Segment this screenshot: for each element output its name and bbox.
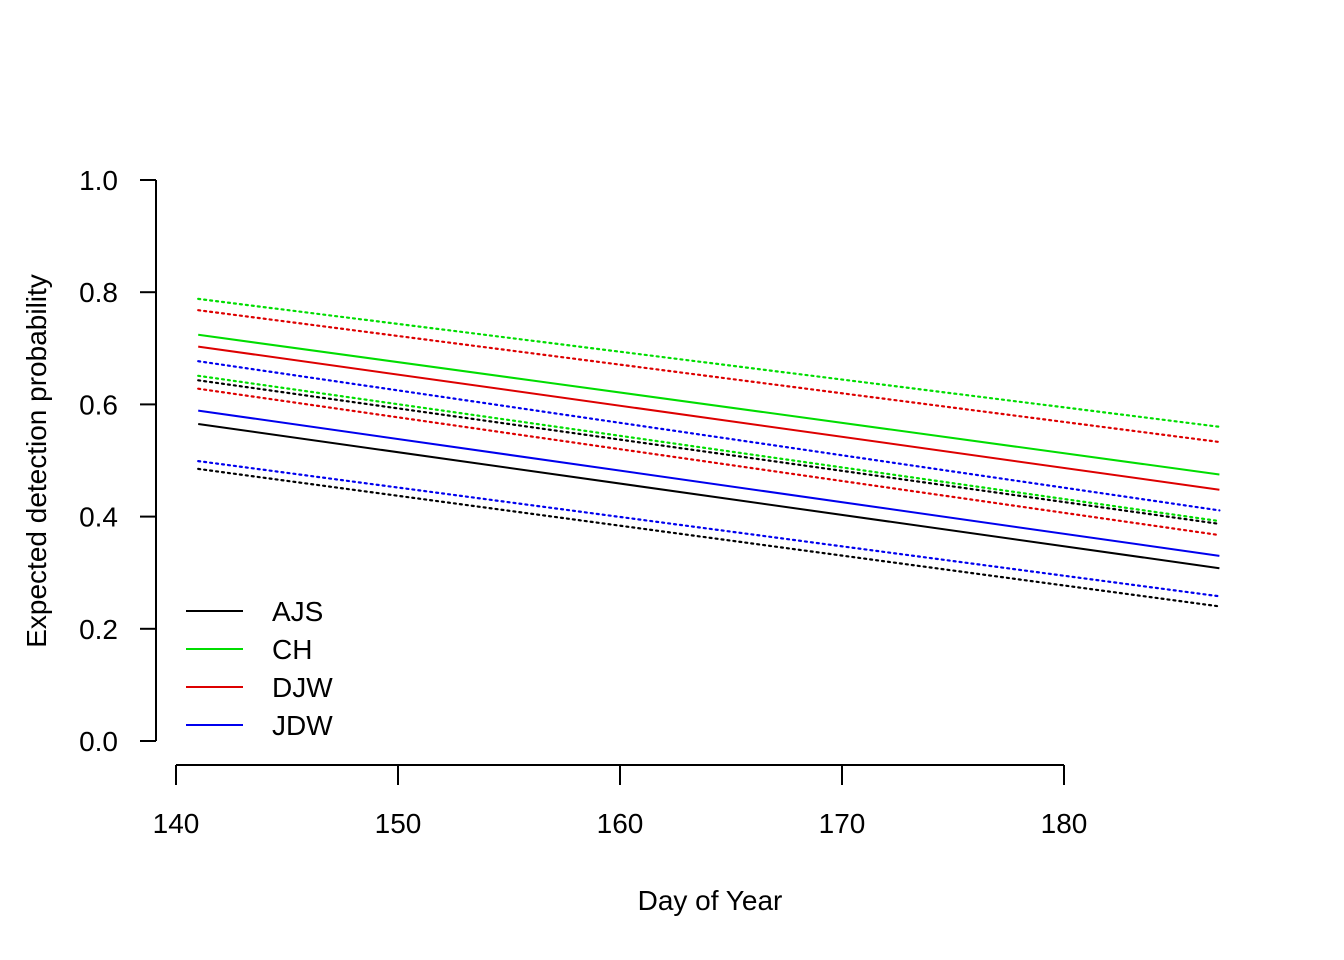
legend-item-djw: DJW	[186, 672, 333, 703]
series-ajs-line	[198, 423, 1220, 570]
y-tick-label: 0.0	[79, 726, 118, 757]
series-jdw-lower-ci	[197, 460, 1221, 598]
y-tick-label: 0.8	[79, 277, 118, 308]
y-tick-label: 0.4	[79, 502, 118, 533]
y-axis: 0.0 0.2 0.4 0.6 0.8 1.0	[79, 165, 157, 757]
series-ch-upper-ci	[197, 297, 1221, 428]
series-jdw-upper-ci	[197, 360, 1221, 512]
legend-label: JDW	[272, 710, 333, 741]
x-tick-label: 140	[153, 808, 200, 839]
legend-label: CH	[272, 634, 312, 665]
y-axis-title: Expected detection probability	[21, 274, 52, 648]
x-tick-label: 150	[375, 808, 422, 839]
legend: AJS CH DJW JDW	[186, 596, 333, 741]
series-jdw	[197, 360, 1221, 598]
x-axis-title: Day of Year	[638, 885, 783, 916]
series-ch-line	[198, 333, 1220, 476]
series-ch	[197, 297, 1221, 523]
y-tick-label: 0.6	[79, 389, 118, 420]
legend-item-ajs: AJS	[186, 596, 323, 627]
legend-item-ch: CH	[186, 634, 312, 665]
series-djw-upper-ci	[197, 309, 1221, 444]
series-ajs-lower-ci	[197, 467, 1221, 608]
x-tick-label: 170	[819, 808, 866, 839]
x-tick-label: 160	[597, 808, 644, 839]
x-axis: 140 150 160 170 180	[153, 764, 1088, 839]
legend-label: AJS	[272, 596, 323, 627]
series-ajs-upper-ci	[197, 379, 1221, 526]
series-djw-lower-ci	[197, 387, 1221, 537]
series-ajs	[197, 379, 1221, 608]
legend-item-jdw: JDW	[186, 710, 333, 741]
series-layer	[197, 297, 1221, 608]
legend-label: DJW	[272, 672, 333, 703]
series-jdw-line	[198, 409, 1220, 557]
y-tick-label: 1.0	[79, 165, 118, 196]
series-ch-lower-ci	[197, 374, 1221, 523]
x-tick-label: 180	[1041, 808, 1088, 839]
y-tick-label: 0.2	[79, 614, 118, 645]
series-djw-line	[198, 345, 1220, 491]
series-djw	[197, 309, 1221, 537]
